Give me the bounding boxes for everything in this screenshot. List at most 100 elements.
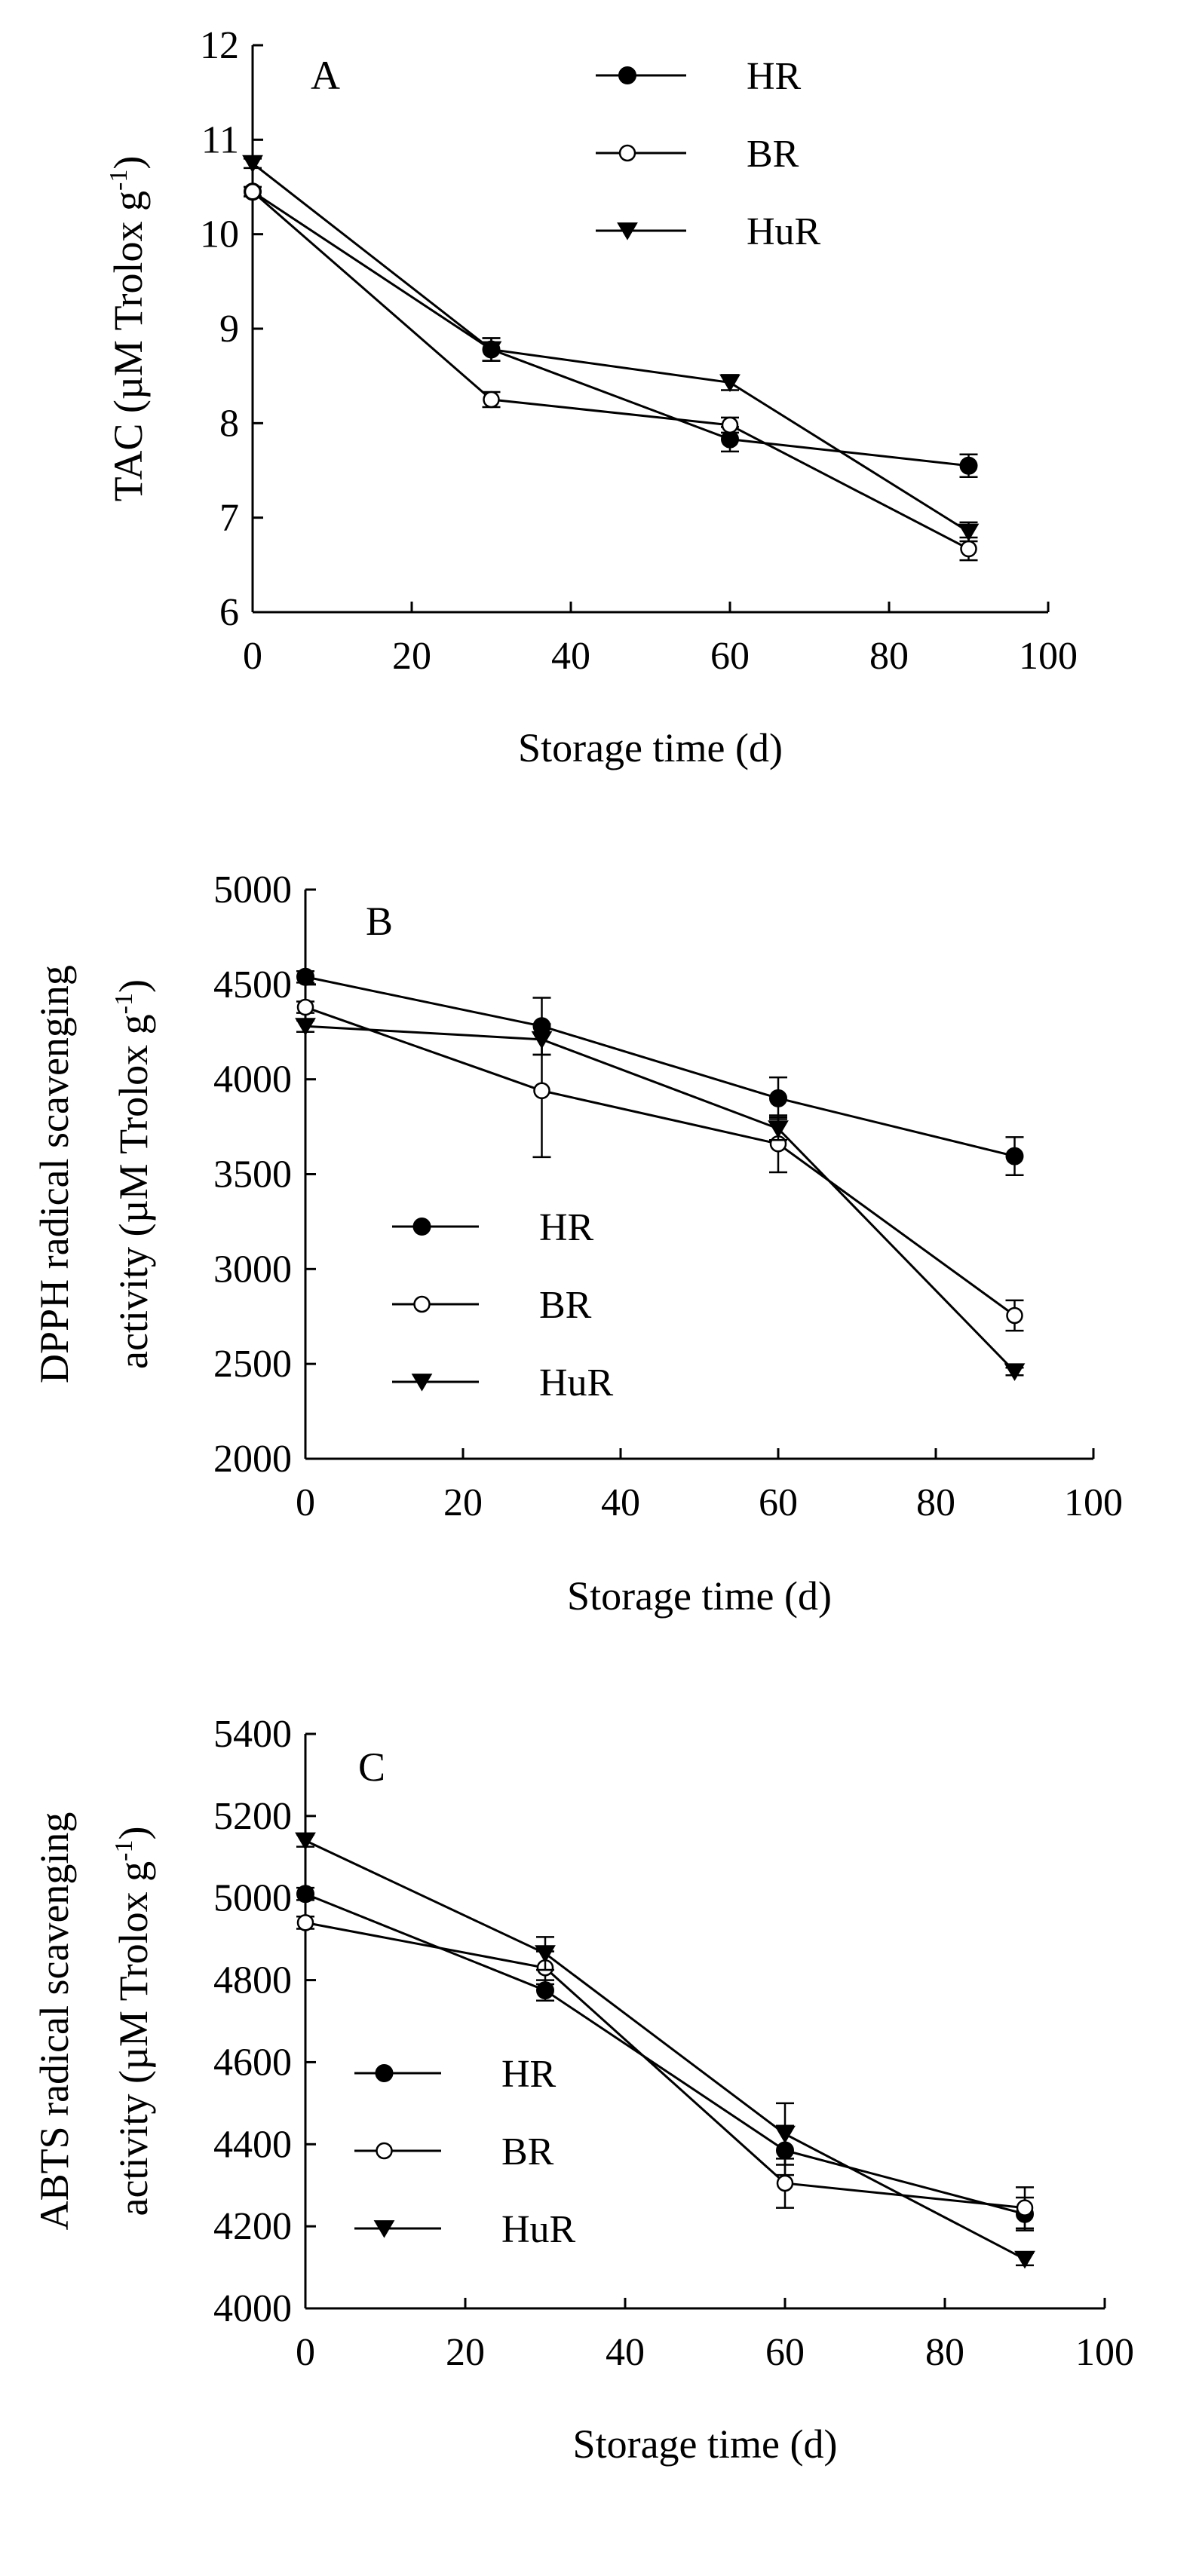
y-axis-title-superscript: -1 [110, 993, 138, 1014]
data-point [296, 967, 314, 986]
y-axis-title-text: activity (µM Trolox g [111, 1861, 156, 2216]
y-tick-label: 4000 [213, 1058, 292, 1101]
panel-letter: C [358, 1744, 385, 1790]
data-point [960, 540, 977, 558]
y-tick-label: 5000 [213, 868, 292, 911]
y-axis-title-close: ) [111, 979, 156, 993]
legend-marker [618, 144, 636, 162]
data-point [296, 1885, 314, 1904]
legend-label: HR [501, 2053, 557, 2096]
data-point [776, 2174, 794, 2192]
legend-marker [617, 222, 638, 240]
series-br [296, 998, 1024, 1332]
data-point [769, 1089, 787, 1107]
legend-marker [618, 66, 636, 84]
y-tick-label: 4000 [213, 2287, 292, 2330]
data-point [533, 1082, 550, 1100]
x-tick-label: 80 [925, 2331, 964, 2374]
panel-letter: A [311, 53, 340, 98]
x-tick-label: 20 [446, 2331, 485, 2374]
series-line [305, 1892, 1026, 2216]
legend-label: BR [747, 133, 799, 176]
series-hur [242, 155, 980, 543]
data-point [719, 374, 741, 393]
series-line [252, 191, 970, 550]
data-point [959, 456, 978, 475]
x-axis-title: Storage time (d) [518, 725, 783, 770]
x-tick-label: 100 [1019, 635, 1078, 678]
legend: HR BR HuR [354, 2053, 576, 2251]
legend-marker [411, 1374, 433, 1392]
y-tick-label: 4400 [213, 2123, 292, 2166]
legend-label: BR [539, 1284, 592, 1327]
y-tick-label: 2500 [213, 1343, 292, 1386]
legend: HR BR HuR [596, 55, 821, 253]
legend-label: BR [501, 2130, 554, 2173]
y-axis-title: TAC (µM Trolox g-1) [105, 156, 151, 502]
data-point [483, 391, 500, 409]
chart-panel-c: 4000 4200 4400 4600 4800 5000 5200 5400 0 20 40 60 8… [32, 1713, 1134, 2467]
y-tick-label: 4600 [213, 2041, 292, 2084]
y-tick-label: 12 [200, 24, 239, 67]
x-tick-label: 0 [296, 2331, 315, 2374]
x-tick-label: 0 [296, 1481, 315, 1524]
y-axis-title: activity (µM Trolox g-1) [110, 1827, 156, 2216]
series-line [252, 191, 969, 467]
series-hur [295, 1018, 1026, 1381]
legend-label: HuR [539, 1362, 614, 1404]
panel-letter: B [366, 899, 393, 944]
x-tick-label: 40 [551, 635, 590, 678]
series-line [305, 1006, 1016, 1317]
data-point [535, 1945, 556, 1963]
chart-panel-b: 2000 2500 3000 3500 4000 4500 5000 0 20 40 60 80 100… [32, 868, 1123, 1619]
data-point [296, 998, 314, 1016]
legend-label: HuR [501, 2208, 576, 2251]
y-axis-title-text: activity (µM Trolox g [111, 1014, 156, 1369]
y-tick-label: 5200 [213, 1795, 292, 1838]
x-tick-label: 60 [765, 2331, 805, 2374]
x-tick-label: 40 [606, 2331, 645, 2374]
y-axis-title: ABTS radical scavenging [32, 1812, 77, 2231]
data-point [958, 523, 980, 542]
legend-label: HR [539, 1206, 594, 1249]
y-tick-label: 8 [219, 402, 239, 445]
series-line [305, 1921, 1026, 2210]
legend-label: HuR [747, 210, 821, 253]
series-hr [244, 182, 978, 479]
data-point [768, 1120, 789, 1138]
y-tick-label: 5000 [213, 1877, 292, 1920]
y-tick-label: 7 [219, 497, 239, 540]
series-line [305, 1839, 1026, 2261]
legend-marker [373, 2220, 395, 2238]
data-point [1004, 1363, 1026, 1381]
y-tick-label: 3500 [213, 1153, 292, 1196]
y-axis-title-text: DPPH radical scavenging [32, 965, 77, 1383]
data-point [296, 1914, 314, 1931]
x-axis-title: Storage time (d) [567, 1573, 832, 1619]
legend-marker [375, 2064, 394, 2082]
y-tick-label: 4200 [213, 2205, 292, 2248]
x-axis-title: Storage time (d) [573, 2421, 838, 2467]
data-point [1006, 1306, 1023, 1325]
x-tick-label: 80 [869, 635, 909, 678]
y-tick-label: 4500 [213, 963, 292, 1006]
legend-marker [376, 2142, 393, 2160]
series-hr [296, 1885, 1034, 2231]
legend-marker [412, 1218, 431, 1236]
x-tick-label: 20 [392, 635, 431, 678]
series-hur [295, 1832, 1035, 2269]
x-tick-label: 60 [759, 1481, 798, 1524]
data-point [295, 1832, 316, 1851]
data-point [480, 341, 502, 360]
series-br [244, 183, 978, 562]
y-tick-label: 5400 [213, 1713, 292, 1756]
data-point [721, 416, 739, 434]
chart-panel-a: 6 7 8 9 10 11 12 0 20 40 60 80 100 Storage time (d) TA… [105, 24, 1078, 770]
series-line [252, 162, 970, 533]
y-axis-title: DPPH radical scavenging [32, 965, 77, 1383]
y-tick-label: 6 [219, 591, 239, 634]
x-tick-label: 20 [443, 1481, 483, 1524]
y-axis-title-superscript: -1 [110, 1840, 138, 1861]
series-hr [296, 967, 1024, 1177]
